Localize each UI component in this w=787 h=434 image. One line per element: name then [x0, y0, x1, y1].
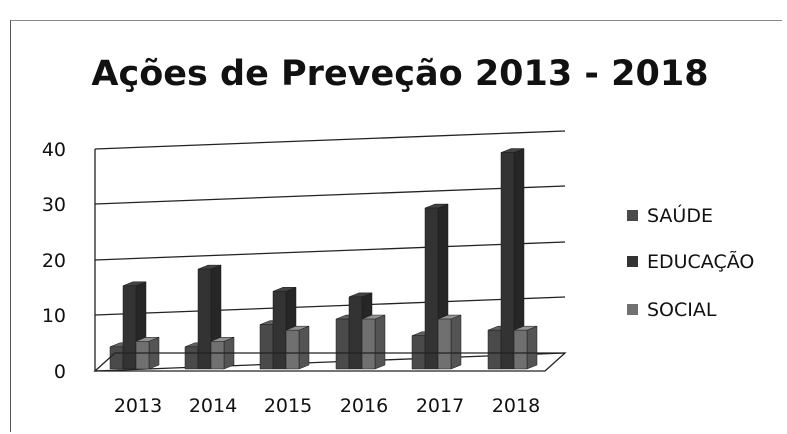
bar-front — [513, 329, 528, 370]
x-tick-label: 2013 — [114, 395, 162, 417]
bar — [285, 325, 310, 370]
y-tick-label: 20 — [42, 250, 66, 272]
bar-front — [500, 152, 515, 370]
legend-label: EDUCAÇÃO — [647, 250, 754, 273]
bar-front — [285, 329, 300, 370]
x-tick-labels: 2013 2014 2015 2016 2017 2018 — [114, 395, 540, 417]
bar-front — [272, 291, 287, 370]
chart-title: Ações de Preveção 2013 - 2018 — [91, 54, 708, 94]
bar-front — [335, 318, 350, 370]
y-tick-labels: 0 10 20 30 40 — [42, 139, 66, 383]
x-tick-label: 2017 — [416, 395, 464, 417]
bar — [500, 148, 525, 370]
bar-front — [109, 346, 124, 370]
x-tick-label: 2016 — [340, 395, 388, 417]
y-tick-label: 30 — [42, 194, 66, 216]
gridline — [94, 352, 566, 372]
gridline — [94, 241, 566, 261]
bar-front — [184, 346, 199, 370]
legend: SAÚDE EDUCAÇÃO SOCIAL — [627, 203, 754, 321]
bar-front — [210, 341, 225, 370]
bar-front — [135, 341, 150, 370]
chart-frame — [10, 20, 782, 432]
bar — [437, 314, 462, 370]
legend-label: SAÚDE — [647, 203, 713, 227]
x-tick-label: 2015 — [264, 395, 312, 417]
legend-swatch — [627, 304, 638, 315]
gridline — [94, 296, 566, 316]
bar-front — [122, 285, 137, 370]
gridline — [94, 130, 566, 150]
bar-side — [450, 314, 462, 370]
x-tick-label: 2014 — [189, 395, 237, 417]
bar-front — [487, 329, 502, 370]
bar-side — [298, 325, 310, 370]
y-tick-label: 10 — [42, 305, 66, 327]
bar-side — [526, 325, 538, 370]
bars — [109, 148, 538, 370]
gridline — [94, 185, 566, 205]
x-tick-label: 2018 — [492, 395, 540, 417]
legend-swatch — [627, 210, 638, 221]
bar-front — [424, 207, 439, 370]
bar-front — [361, 318, 376, 370]
legend-label: SOCIAL — [647, 299, 717, 321]
bar-front — [197, 268, 212, 370]
bar-side — [374, 314, 386, 370]
bar-front — [259, 324, 274, 370]
y-tick-label: 0 — [54, 361, 66, 383]
gridlines — [94, 130, 566, 372]
bar-front — [348, 296, 363, 370]
bar — [361, 314, 386, 370]
y-tick-label: 40 — [42, 139, 66, 161]
floor — [93, 352, 567, 372]
bar-front — [437, 318, 452, 370]
bar — [513, 325, 538, 370]
legend-swatch — [627, 256, 638, 267]
